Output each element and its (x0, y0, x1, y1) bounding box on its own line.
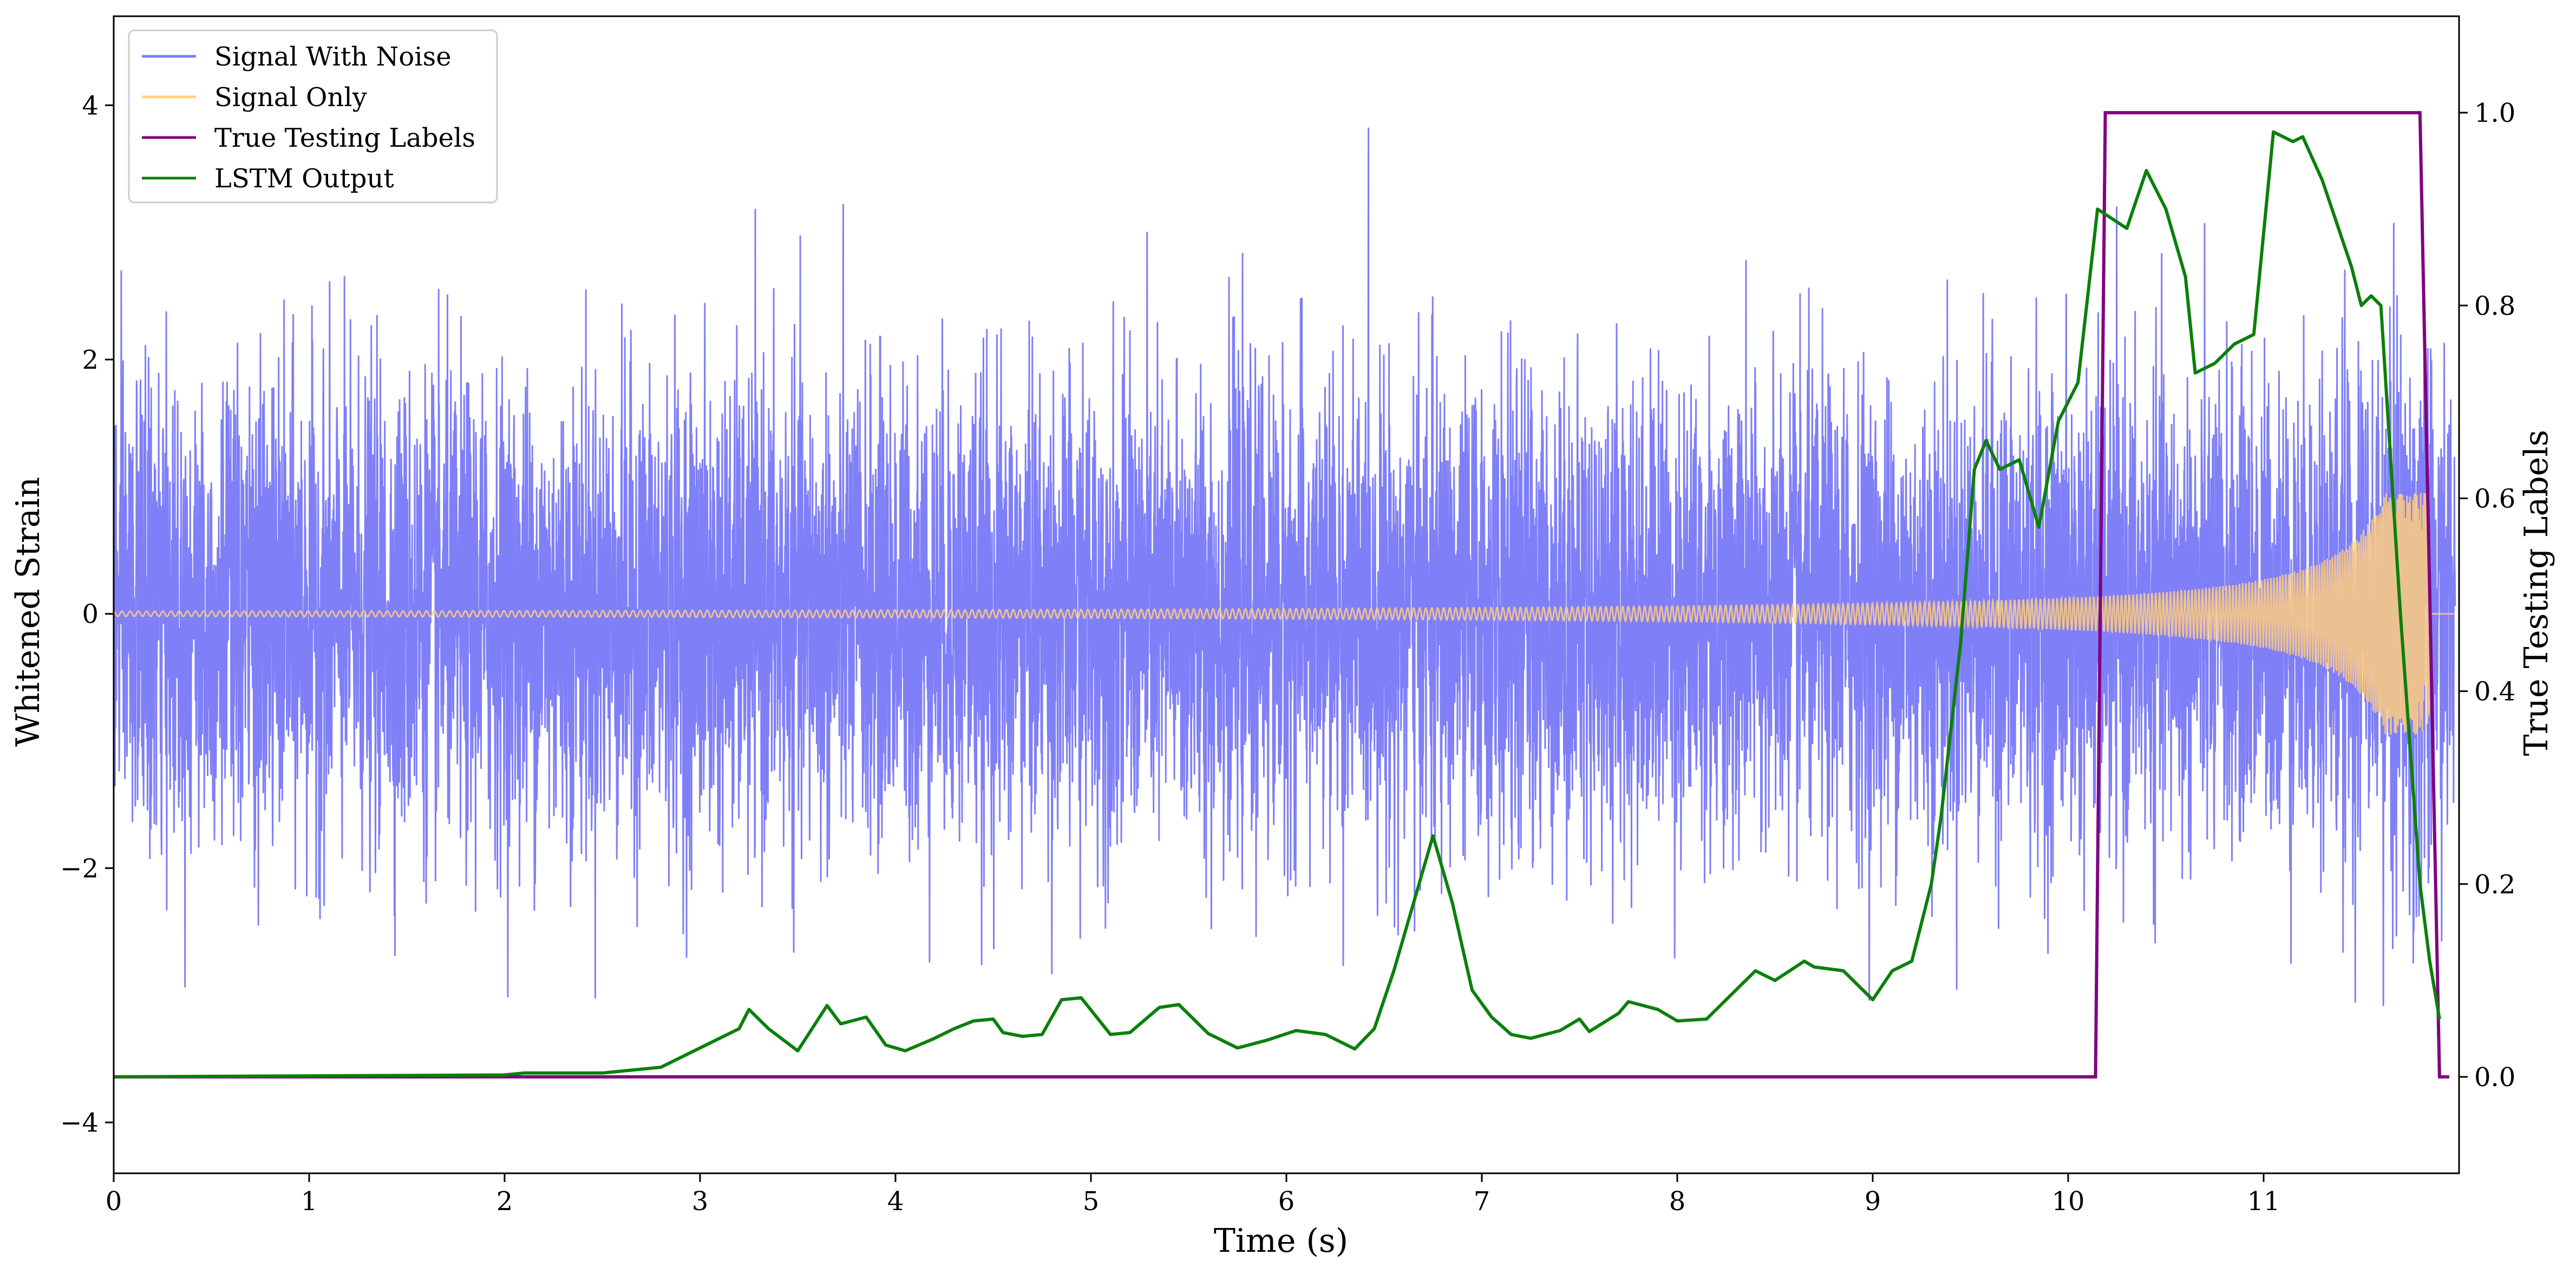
y2-tick-label: 0.4 (2474, 677, 2515, 707)
y2-tick-label: 0.8 (2474, 291, 2515, 321)
legend-label: Signal With Noise (214, 42, 452, 72)
series-line-signal-with-noise (114, 127, 2456, 1007)
legend-item: Signal With Noise (142, 42, 452, 72)
y-tick-label: 2 (82, 345, 99, 375)
x-tick-label: 10 (2051, 1186, 2084, 1217)
y-axis-right: 0.0 0.2 0.4 0.6 0.8 1.0 (2459, 98, 2515, 1093)
y-tick-label: −2 (60, 853, 99, 884)
y-tick-label: 4 (82, 90, 99, 121)
y2-tick-label: 0.0 (2474, 1062, 2515, 1093)
y2-axis-label: True Testing Labels (2518, 430, 2555, 756)
x-axis: 0 1 2 3 4 5 6 7 8 9 10 11 (106, 1173, 2280, 1217)
x-tick-label: 2 (496, 1186, 513, 1217)
y-axis-left: −4 −2 0 2 4 (60, 90, 114, 1138)
x-tick-label: 9 (1865, 1186, 1881, 1217)
x-tick-label: 1 (301, 1186, 318, 1217)
y2-tick-label: 0.2 (2474, 870, 2515, 900)
x-tick-label: 8 (1669, 1186, 1686, 1217)
legend-box (128, 29, 498, 204)
y2-tick-label: 0.6 (2474, 484, 2515, 514)
x-tick-label: 11 (2247, 1186, 2280, 1217)
legend-item: LSTM Output (142, 164, 394, 194)
legend: Signal With Noise Signal Only True Testing… (128, 29, 498, 204)
y-tick-label: −4 (60, 1108, 99, 1138)
x-tick-label: 0 (106, 1186, 122, 1217)
y-axis-label: Whitened Strain (9, 477, 47, 747)
legend-label: Signal Only (214, 82, 367, 113)
x-tick-label: 7 (1474, 1186, 1490, 1217)
legend-label: LSTM Output (214, 164, 394, 194)
legend-label: True Testing Labels (214, 123, 475, 153)
y-tick-label: 0 (82, 599, 99, 630)
series-line-true-testing-labels (114, 111, 2449, 1079)
x-tick-label: 3 (692, 1186, 709, 1217)
plot-area (114, 111, 2456, 1079)
series-line-lstm-output (114, 130, 2441, 1079)
y2-tick-label: 1.0 (2474, 98, 2515, 128)
legend-item: Signal Only (142, 82, 367, 113)
series-line-signal-only (114, 493, 2455, 735)
x-tick-label: 5 (1083, 1186, 1100, 1217)
x-axis-label: Time (s) (1214, 1222, 1348, 1260)
x-tick-label: 4 (887, 1186, 904, 1217)
x-tick-label: 6 (1278, 1186, 1295, 1217)
legend-item: True Testing Labels (142, 123, 475, 153)
